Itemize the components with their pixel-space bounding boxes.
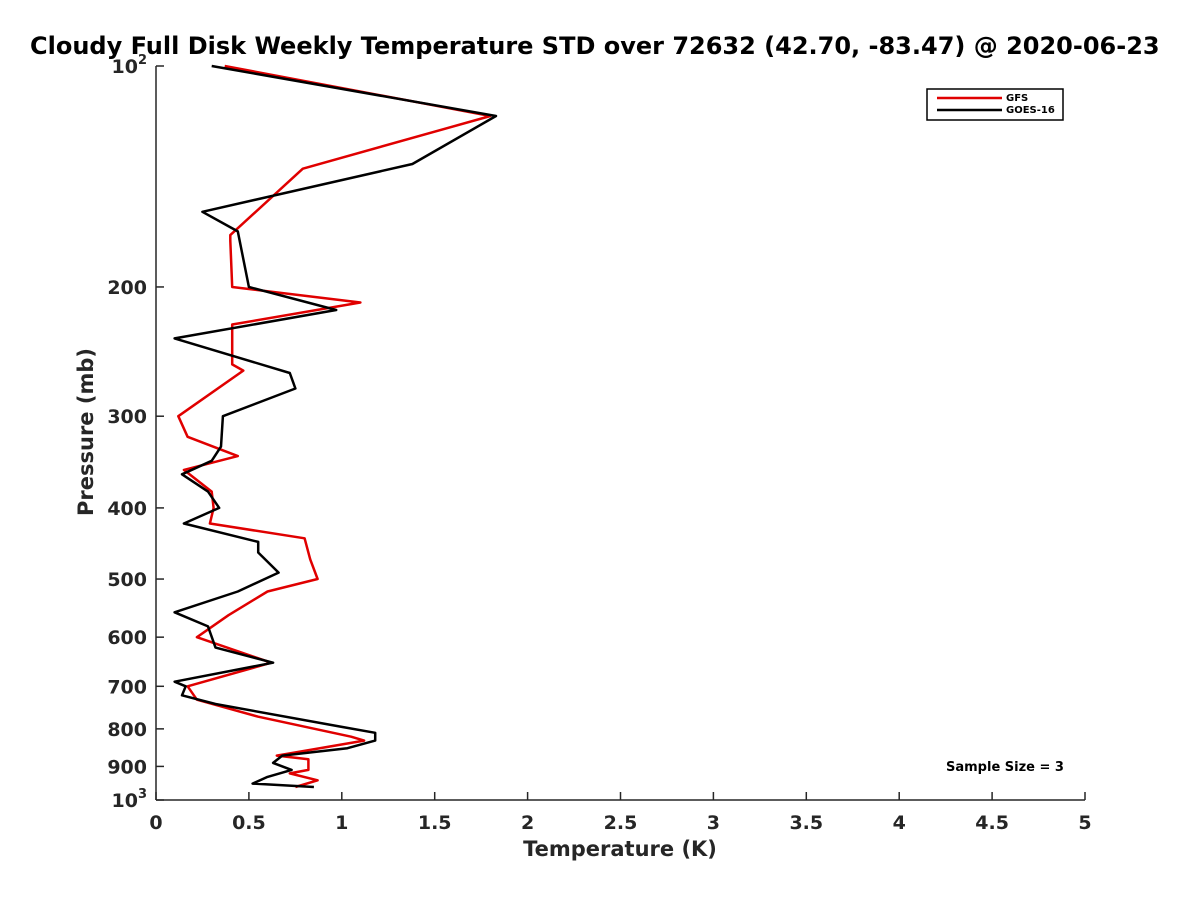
- x-axis-ticks: 0 0.5 1 1.5 2 2.5 3 3.5 4 4.5 5: [149, 792, 1092, 834]
- sample-size-annotation: Sample Size = 3: [946, 760, 1064, 775]
- x-tick-label: 4.5: [975, 812, 1009, 834]
- legend: GFS GOES-16: [926, 88, 1064, 121]
- y-tick-label: 600: [107, 627, 147, 649]
- y-tick-label: 200: [107, 277, 147, 299]
- y-tick-label: 400: [107, 498, 147, 520]
- x-tick-label: 1: [335, 812, 348, 834]
- x-tick-label: 5: [1078, 812, 1091, 834]
- y-axis-ticks: 102 200 300 400 500 600 700 800 900 103: [107, 53, 164, 812]
- x-tick-label: 2: [521, 812, 534, 834]
- legend-label-goes16: GOES-16: [1006, 105, 1055, 116]
- y-tick-label: 500: [107, 569, 147, 591]
- legend-box: [926, 88, 1064, 121]
- y-tick-label: 103: [112, 787, 148, 812]
- x-tick-label: 1.5: [418, 812, 452, 834]
- x-tick-label: 0: [149, 812, 162, 834]
- y-tick-label: 300: [107, 406, 147, 428]
- y-tick-label: 800: [107, 719, 147, 741]
- y-tick-label: 102: [112, 53, 148, 78]
- y-tick-label: 700: [107, 676, 147, 698]
- plot-area: [155, 64, 1085, 801]
- series-line-gfs: [177, 64, 492, 789]
- x-tick-label: 3.5: [789, 812, 823, 834]
- legend-label-gfs: GFS: [1006, 93, 1028, 104]
- x-axis-label: Temperature (K): [523, 837, 717, 861]
- x-tick-label: 3: [707, 812, 720, 834]
- x-tick-label: 0.5: [232, 812, 266, 834]
- x-tick-label: 4: [893, 812, 906, 834]
- chart-title: Cloudy Full Disk Weekly Temperature STD …: [30, 32, 1160, 60]
- series-line-goes16: [173, 64, 498, 789]
- x-tick-label: 2.5: [604, 812, 638, 834]
- y-tick-label: 900: [107, 756, 147, 778]
- y-axis-label: Pressure (mb): [74, 348, 98, 516]
